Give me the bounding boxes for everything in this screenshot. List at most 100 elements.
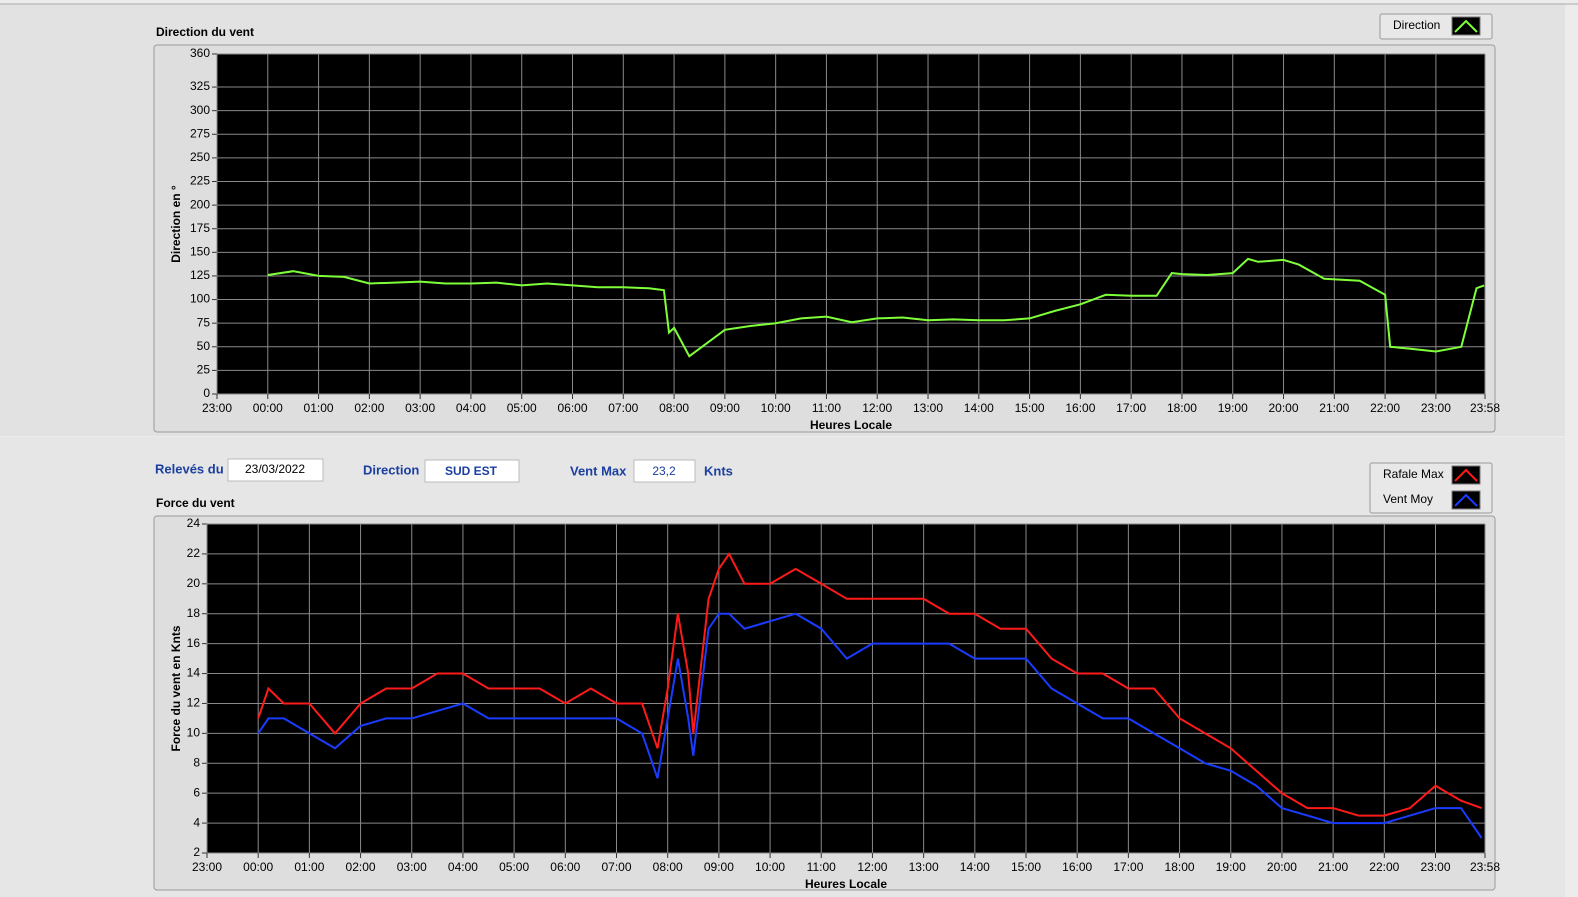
chart-title: Direction du vent	[156, 25, 254, 39]
x-tick-label: 04:00	[448, 860, 478, 874]
x-tick-label: 11:00	[812, 401, 841, 415]
x-tick-label: 07:00	[601, 860, 631, 874]
x-tick-label: 08:00	[653, 860, 683, 874]
y-tick-label: 100	[190, 292, 210, 306]
y-tick-label: 150	[190, 245, 210, 259]
x-tick-label: 03:00	[405, 401, 435, 415]
y-tick-label: 25	[197, 363, 211, 377]
x-tick-label: 20:00	[1269, 401, 1299, 415]
y-tick-label: 16	[187, 636, 201, 650]
y-tick-label: 18	[187, 606, 201, 620]
plot-area	[217, 54, 1485, 394]
x-tick-label: 00:00	[253, 401, 283, 415]
x-tick-label: 00:00	[243, 860, 273, 874]
x-tick-label: 23:00	[1421, 401, 1451, 415]
x-tick-label: 10:00	[755, 860, 785, 874]
x-tick-label: 23:58	[1470, 860, 1500, 874]
y-tick-label: 75	[197, 315, 211, 329]
y-tick-label: 225	[190, 174, 210, 188]
y-tick-label: 0	[203, 386, 210, 400]
y-tick-label: 24	[187, 516, 201, 530]
x-tick-label: 22:00	[1370, 401, 1400, 415]
direction-value: SUD EST	[445, 464, 498, 478]
data-line	[257, 551, 1482, 817]
legend-icon	[1454, 493, 1478, 507]
direction-label: Direction	[363, 462, 419, 477]
x-tick-label: 11:00	[807, 860, 836, 874]
x-tick-label: 10:00	[761, 401, 791, 415]
x-tick-label: 03:00	[397, 860, 427, 874]
x-tick-label: 19:00	[1216, 860, 1246, 874]
x-tick-label: 23:00	[1420, 860, 1450, 874]
x-axis-label: Heures Locale	[810, 418, 892, 432]
x-tick-label: 15:00	[1011, 860, 1041, 874]
x-tick-label: 01:00	[294, 860, 324, 874]
y-tick-label: 325	[190, 79, 210, 93]
y-tick-label: 50	[197, 339, 211, 353]
legend-label: Vent Moy	[1383, 492, 1433, 506]
x-tick-label: 12:00	[862, 401, 892, 415]
y-tick-label: 14	[187, 666, 201, 680]
x-tick-label: 21:00	[1318, 860, 1348, 874]
x-tick-label: 08:00	[659, 401, 689, 415]
y-tick-label: 10	[187, 726, 201, 740]
date-label: Relevés du	[155, 461, 224, 476]
x-tick-label: 06:00	[550, 860, 580, 874]
x-tick-label: 12:00	[857, 860, 887, 874]
x-tick-label: 17:00	[1116, 401, 1146, 415]
x-tick-label: 05:00	[507, 401, 537, 415]
x-tick-label: 23:00	[202, 401, 232, 415]
x-tick-label: 13:00	[909, 860, 939, 874]
x-tick-label: 23:00	[192, 860, 222, 874]
legend-label: Direction	[1393, 18, 1440, 32]
y-tick-label: 300	[190, 103, 210, 117]
unit-label: Knts	[704, 463, 733, 478]
x-tick-label: 16:00	[1062, 860, 1092, 874]
y-tick-label: 4	[193, 815, 200, 829]
date-value: 23/03/2022	[245, 462, 305, 476]
direction-field[interactable]	[424, 459, 520, 483]
x-tick-label: 05:00	[499, 860, 529, 874]
y-axis-label: Force du vent en Knts	[169, 625, 183, 751]
data-line	[267, 257, 1485, 358]
y-tick-label: 275	[190, 126, 210, 140]
max-label: Vent Max	[570, 463, 627, 478]
y-axis-label: Direction en °	[169, 185, 183, 263]
y-tick-label: 200	[190, 197, 210, 211]
x-tick-label: 18:00	[1167, 401, 1197, 415]
x-tick-label: 01:00	[304, 401, 334, 415]
y-tick-label: 125	[190, 268, 210, 282]
x-axis-label: Heures Locale	[805, 877, 887, 891]
legend-icon	[1454, 19, 1478, 33]
x-tick-label: 09:00	[704, 860, 734, 874]
x-tick-label: 22:00	[1369, 860, 1399, 874]
max-field[interactable]	[633, 459, 696, 483]
y-tick-label: 360	[190, 46, 210, 60]
chart-title: Force du vent	[156, 496, 235, 510]
x-tick-label: 19:00	[1218, 401, 1248, 415]
x-tick-label: 09:00	[710, 401, 740, 415]
x-tick-label: 14:00	[964, 401, 994, 415]
x-tick-label: 15:00	[1015, 401, 1045, 415]
y-tick-label: 6	[193, 785, 200, 799]
y-tick-label: 12	[187, 696, 201, 710]
x-tick-label: 23:58	[1470, 401, 1500, 415]
legend-swatch	[1451, 465, 1481, 485]
x-tick-label: 02:00	[354, 401, 384, 415]
legend-swatch	[1451, 490, 1481, 510]
data-line	[257, 612, 1483, 839]
x-tick-label: 21:00	[1319, 401, 1349, 415]
x-tick-label: 07:00	[608, 401, 638, 415]
y-tick-label: 175	[190, 221, 210, 235]
x-tick-label: 02:00	[346, 860, 376, 874]
x-tick-label: 20:00	[1267, 860, 1297, 874]
x-tick-label: 06:00	[557, 401, 587, 415]
y-tick-label: 250	[190, 150, 210, 164]
x-tick-label: 17:00	[1113, 860, 1143, 874]
x-tick-label: 04:00	[456, 401, 486, 415]
y-tick-label: 2	[193, 845, 200, 859]
date-field[interactable]	[227, 458, 324, 482]
x-tick-label: 13:00	[913, 401, 943, 415]
x-tick-label: 18:00	[1165, 860, 1195, 874]
y-tick-label: 22	[187, 546, 201, 560]
